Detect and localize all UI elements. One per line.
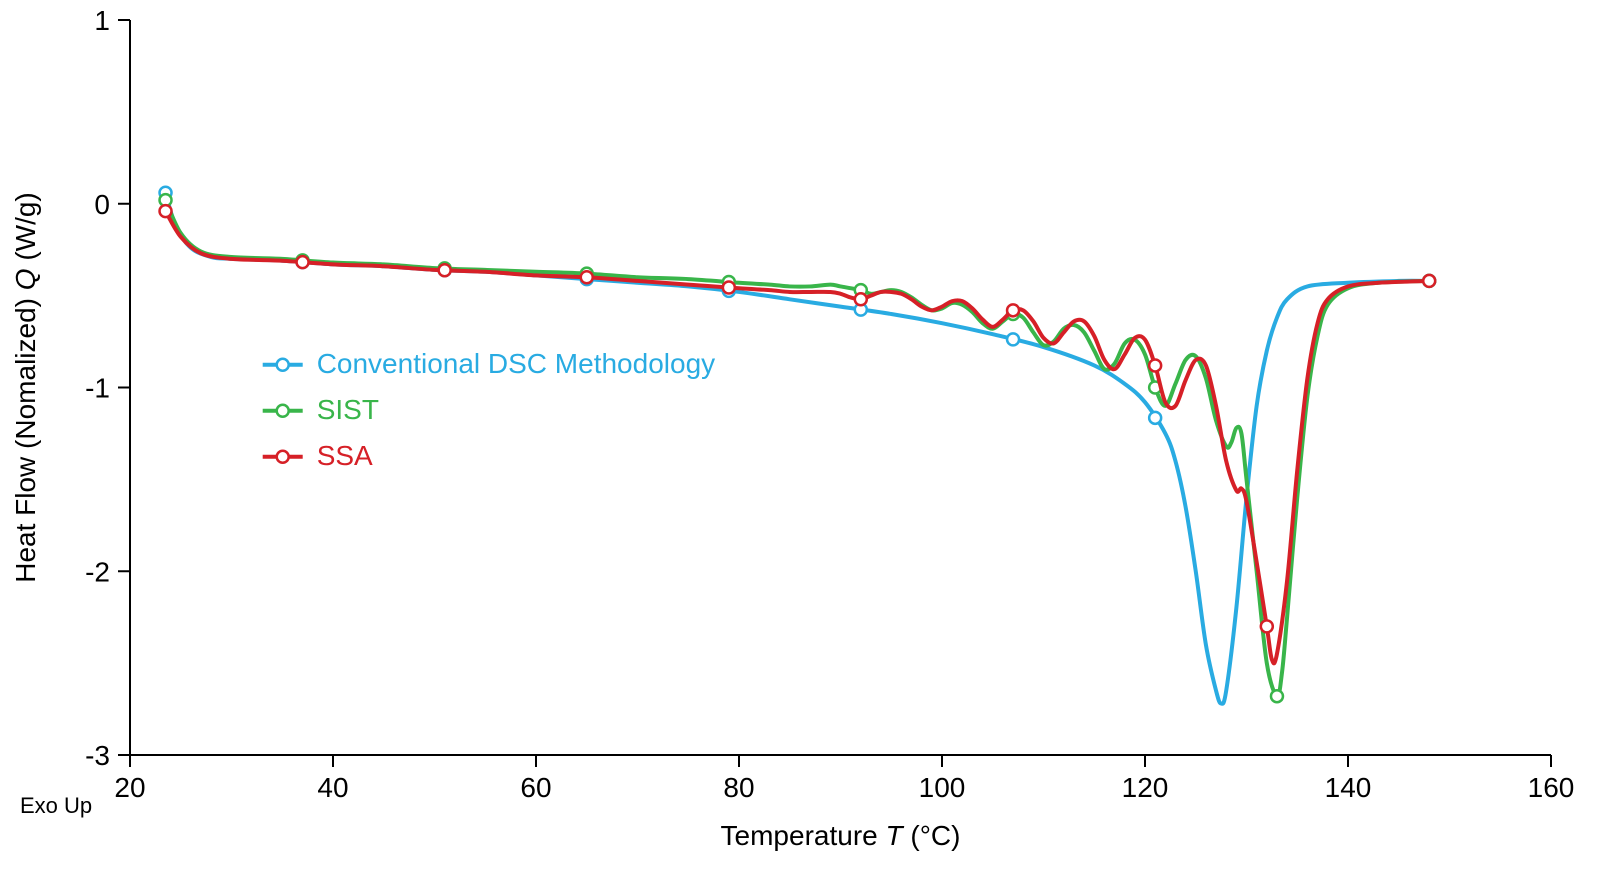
exo-up-label: Exo Up xyxy=(20,793,92,818)
series-marker xyxy=(1007,333,1019,345)
y-tick-label: 1 xyxy=(94,5,110,36)
legend-label: Conventional DSC Methodology xyxy=(317,348,715,379)
y-tick-label: -1 xyxy=(85,373,110,404)
x-tick-label: 60 xyxy=(520,772,551,803)
x-tick-label: 120 xyxy=(1122,772,1169,803)
legend-label: SSA xyxy=(317,440,373,471)
legend-swatch-marker xyxy=(277,359,289,371)
series-marker xyxy=(1007,304,1019,316)
legend-label: SIST xyxy=(317,394,379,425)
series-marker xyxy=(297,256,309,268)
series-marker xyxy=(581,271,593,283)
dsc-chart: 20 40 60 80 100 120 140 160 -3 -2 -1 0 1 Temperature … xyxy=(0,0,1621,875)
y-tick-label: -3 xyxy=(85,740,110,771)
series-marker xyxy=(1149,359,1161,371)
series-marker xyxy=(439,264,451,276)
legend-swatch-marker xyxy=(277,405,289,417)
x-tick-label: 100 xyxy=(919,772,966,803)
legend-swatch-marker xyxy=(277,451,289,463)
x-tick-label: 80 xyxy=(723,772,754,803)
x-tick-label: 140 xyxy=(1325,772,1372,803)
series-marker xyxy=(160,205,172,217)
series-marker xyxy=(1261,620,1273,632)
chart-background xyxy=(0,0,1621,875)
series-marker xyxy=(1423,275,1435,287)
x-tick-label: 20 xyxy=(114,772,145,803)
y-tick-label: 0 xyxy=(94,189,110,220)
y-tick-label: -2 xyxy=(85,556,110,587)
x-axis-label: Temperature T (°C) xyxy=(721,820,961,851)
chart-svg: 20 40 60 80 100 120 140 160 -3 -2 -1 0 1 Temperature … xyxy=(0,0,1621,875)
series-marker xyxy=(723,282,735,294)
series-marker xyxy=(1149,412,1161,424)
y-axis-label: Heat Flow (Nomalized) Q (W/g) xyxy=(10,192,41,583)
series-marker xyxy=(855,293,867,305)
x-tick-label: 40 xyxy=(317,772,348,803)
series-marker xyxy=(1271,690,1283,702)
x-tick-label: 160 xyxy=(1528,772,1575,803)
